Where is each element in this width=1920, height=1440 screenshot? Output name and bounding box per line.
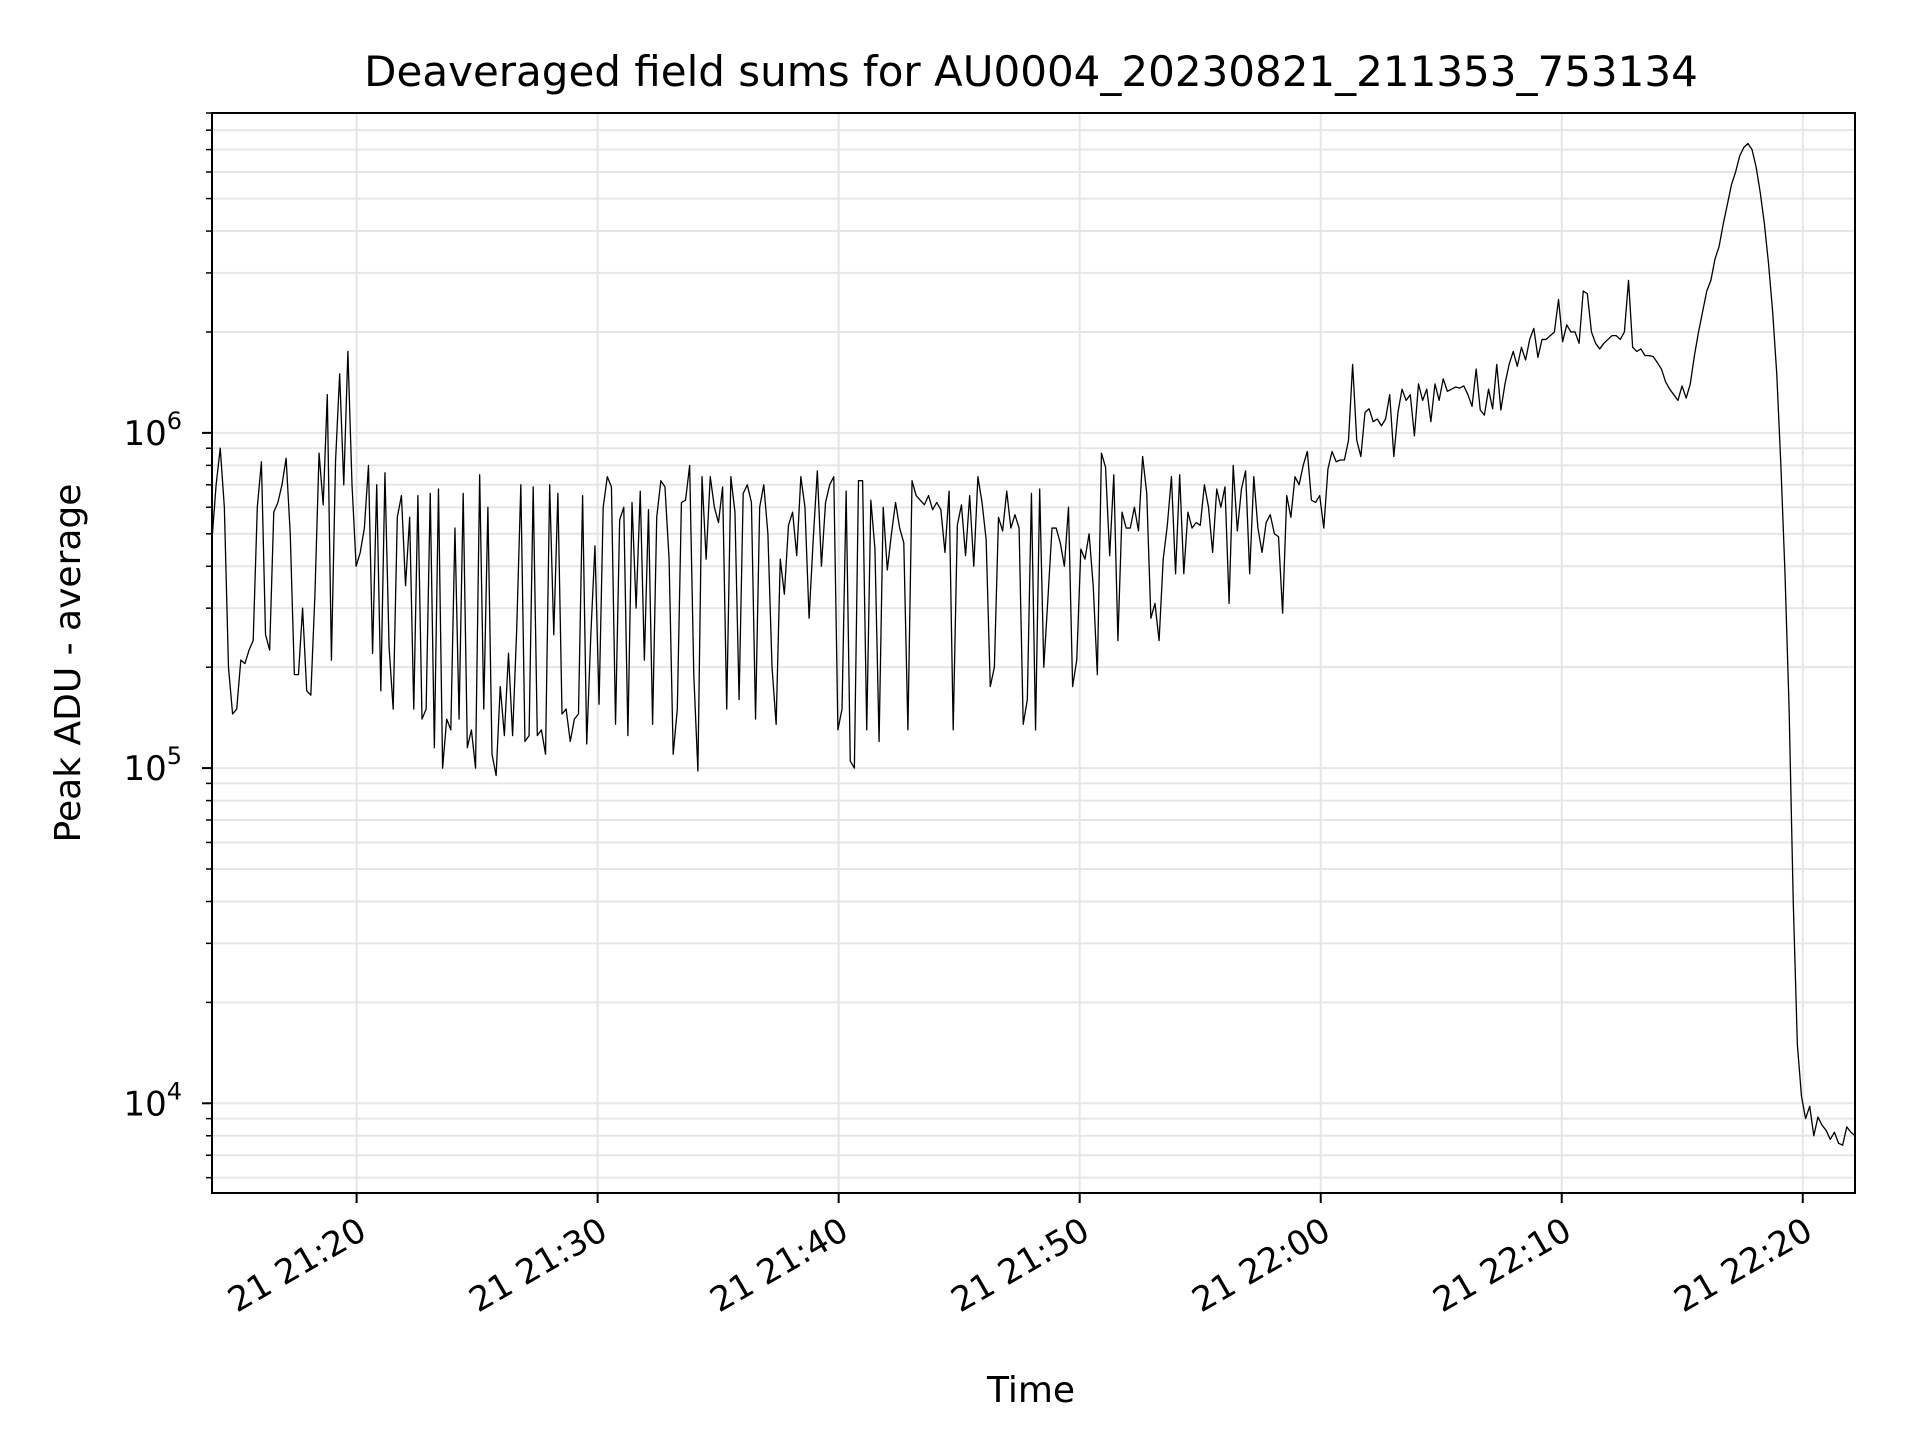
y-tick-label: 105 xyxy=(123,742,182,789)
chart-title: Deaveraged field sums for AU0004_2023082… xyxy=(364,47,1698,96)
y-tick-label: 104 xyxy=(123,1077,182,1124)
y-tick-base: 10 xyxy=(123,749,166,789)
y-tick-exponent: 6 xyxy=(167,407,182,435)
grid xyxy=(212,112,1855,1193)
y-tick-exponent: 5 xyxy=(167,742,182,770)
y-axis-label: Peak ADU - average xyxy=(48,484,89,843)
x-axis-label: Time xyxy=(986,1370,1075,1411)
series-line xyxy=(211,142,1856,1146)
plot-area-frame xyxy=(211,112,1856,1194)
y-tick-base: 10 xyxy=(123,1084,166,1124)
y-tick-exponent: 4 xyxy=(167,1077,182,1105)
y-tick-base: 10 xyxy=(123,414,166,454)
y-tick-label: 106 xyxy=(123,407,182,454)
